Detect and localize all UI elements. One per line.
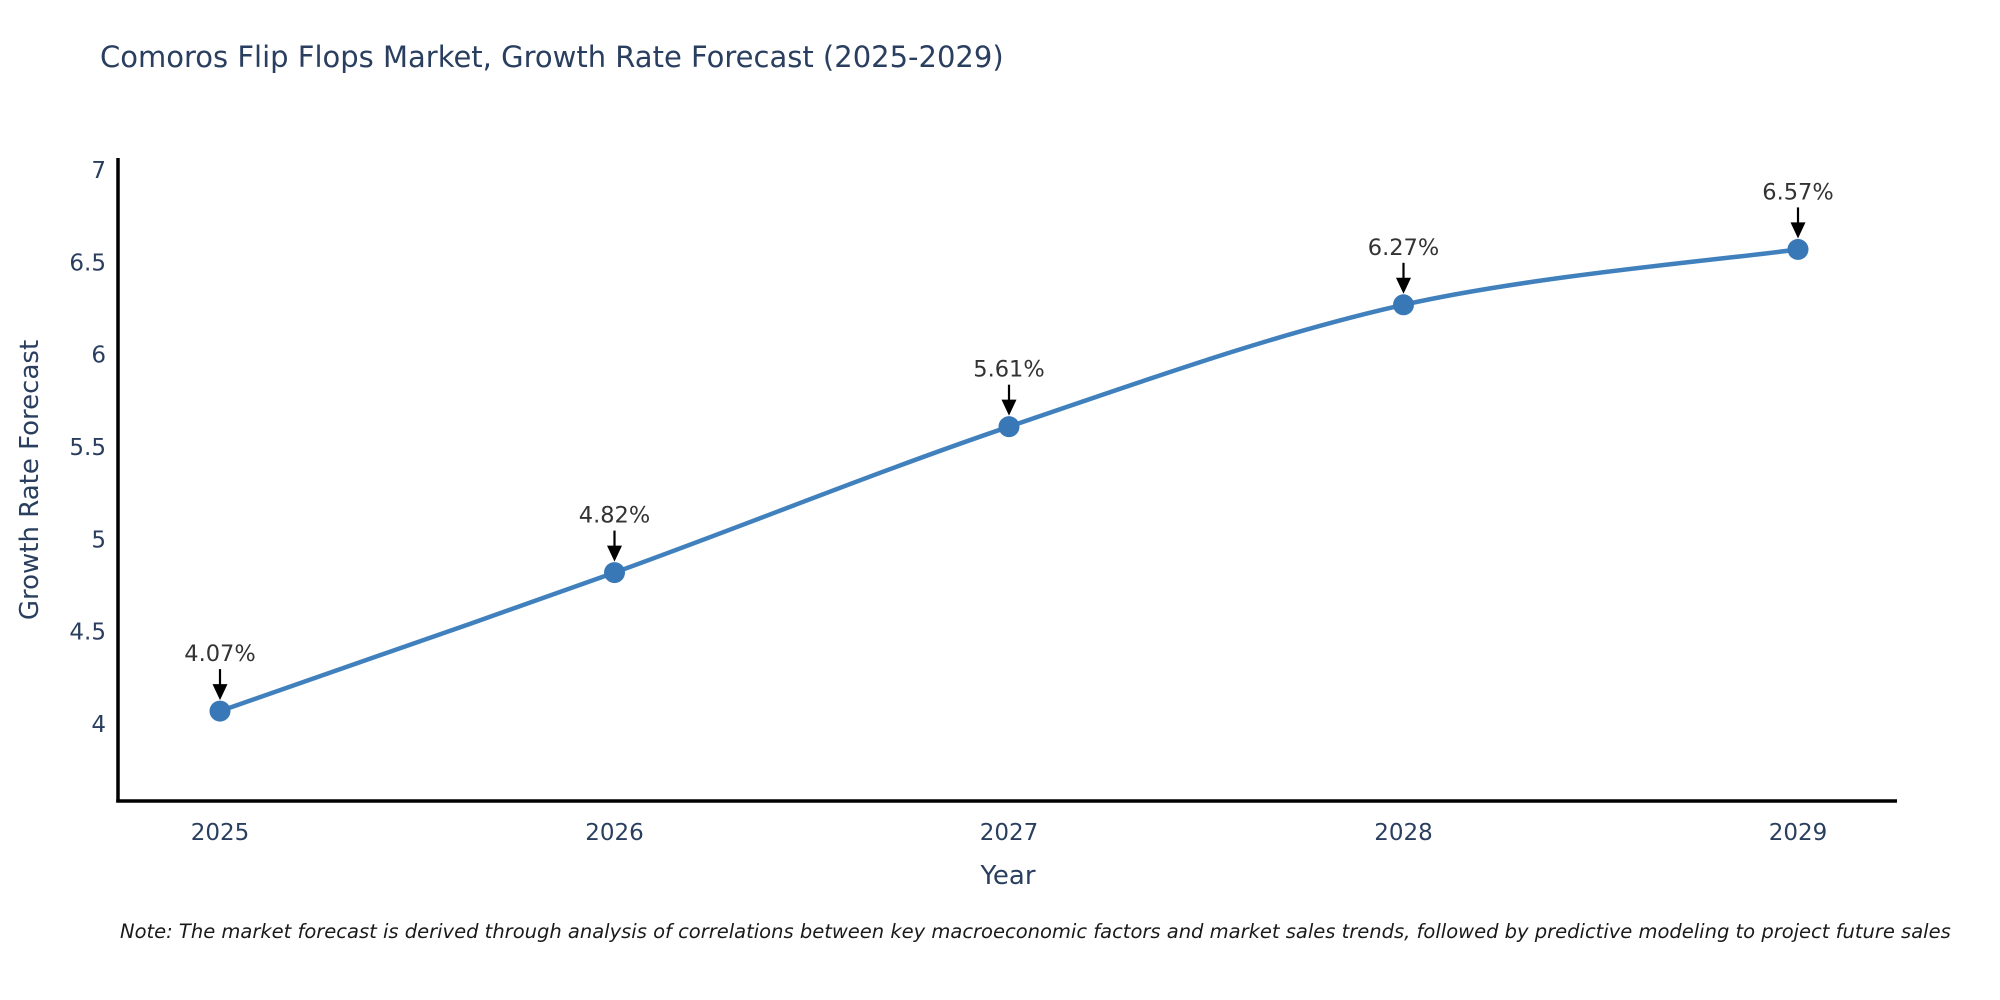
y-tick-label: 5.5 (69, 435, 106, 461)
data-point-marker (209, 700, 231, 722)
data-point-marker (1393, 294, 1414, 316)
series-line (217, 247, 1801, 714)
x-axis-title: Year (979, 861, 1035, 891)
data-point-label: 4.07% (184, 641, 255, 667)
data-point-marker (1787, 238, 1809, 260)
data-point-label: 6.27% (1368, 235, 1439, 261)
annotation-arrow-head (1001, 399, 1017, 416)
data-point-label: 6.57% (1762, 179, 1833, 205)
footnote: Note: The market forecast is derived thr… (120, 920, 1951, 943)
y-tick-label: 5 (91, 527, 106, 553)
x-tick-label: 2028 (1374, 820, 1433, 846)
annotation-arrow-head (1396, 277, 1411, 294)
y-tick-label: 6 (91, 343, 106, 369)
x-tick-label: 2025 (191, 820, 250, 846)
x-tick-label: 2029 (1769, 820, 1828, 846)
y-tick-label: 4 (91, 712, 106, 738)
y-axis-title: Growth Rate Forecast (15, 340, 45, 620)
y-tick-label: 6.5 (69, 250, 106, 276)
data-point-marker (604, 562, 625, 584)
annotation-arrow-head (607, 545, 622, 562)
x-tick-label: 2026 (585, 820, 644, 846)
annotation-arrow-head (212, 684, 228, 701)
y-tick-label: 7 (91, 158, 106, 184)
y-tick-label: 4.5 (69, 620, 106, 646)
chart-title: Comoros Flip Flops Market, Growth Rate F… (100, 40, 1004, 74)
data-point-label: 5.61% (973, 357, 1044, 383)
data-point-label: 4.82% (579, 503, 650, 529)
annotation-arrow-head (1790, 222, 1806, 239)
x-tick-label: 2027 (980, 820, 1039, 846)
data-point-marker (998, 416, 1020, 438)
